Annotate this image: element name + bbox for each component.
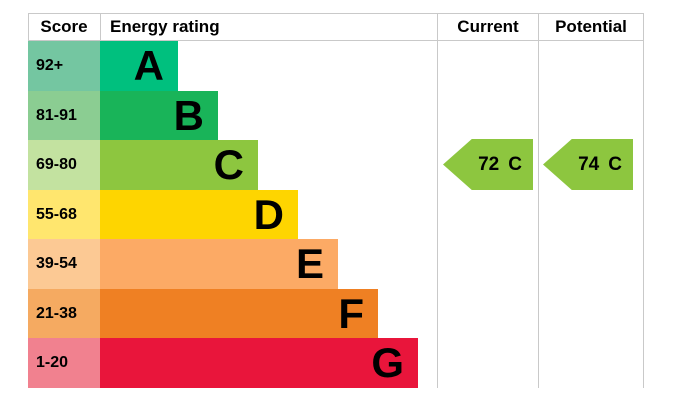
band-bar-e: E xyxy=(100,239,338,289)
current-column-header: Current xyxy=(457,17,519,36)
score-range-b: 81-91 xyxy=(28,91,100,140)
band-bar-f: F xyxy=(100,289,378,338)
grid-current-potential-divider xyxy=(538,13,539,388)
grid-right-border xyxy=(643,13,644,388)
score-range-d: 55-68 xyxy=(28,190,100,239)
grid-rating-current-divider xyxy=(437,13,438,388)
score-column-header: Score xyxy=(40,17,88,36)
score-range-f: 21-38 xyxy=(28,289,100,338)
potential-rating-arrow: 74 C xyxy=(543,139,633,190)
grid-header-bottom-line xyxy=(28,40,644,41)
grid-left-border xyxy=(28,13,29,41)
potential-rating-band: C xyxy=(608,153,622,175)
score-range-c: 69-80 xyxy=(28,140,100,190)
score-range-g: 1-20 xyxy=(28,338,100,388)
score-range-e: 39-54 xyxy=(28,239,100,289)
band-bar-d: D xyxy=(100,190,298,239)
current-rating-band: C xyxy=(508,153,522,175)
potential-rating-value: 74 xyxy=(578,153,600,175)
current-rating-value: 72 xyxy=(478,153,500,175)
score-range-a: 92+ xyxy=(28,41,100,91)
potential-column-header: Potential xyxy=(555,17,627,36)
band-bar-a: A xyxy=(100,41,178,91)
energy-rating-column-header: Energy rating xyxy=(110,17,220,36)
band-bar-c: C xyxy=(100,140,258,190)
grid-top-line xyxy=(28,13,644,14)
band-bar-b: B xyxy=(100,91,218,140)
grid-score-divider xyxy=(100,13,101,41)
band-bar-g: G xyxy=(100,338,418,388)
current-rating-arrow: 72 C xyxy=(443,139,533,190)
